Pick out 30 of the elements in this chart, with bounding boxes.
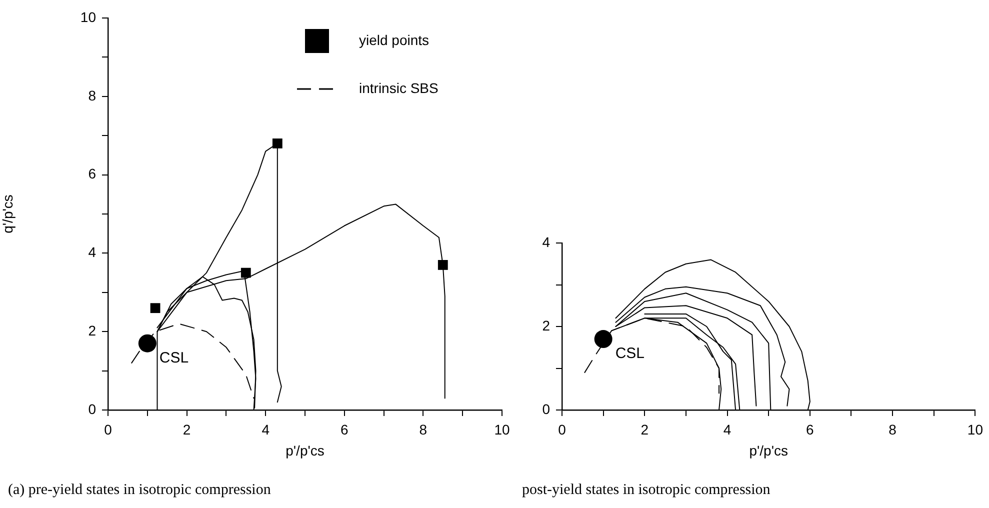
y-tick-label: 4 [542, 234, 550, 250]
x-tick-label: 6 [340, 421, 348, 438]
y-tick-label: 0 [542, 400, 550, 417]
x-tick-label: 2 [640, 421, 649, 438]
y-tick-label: 0 [88, 400, 96, 417]
text: (a) pre-yield states in isotropic compression [8, 482, 271, 499]
annotation: CSL [159, 350, 189, 366]
x-tick-label: 0 [104, 421, 112, 438]
x-axis-title: p'/p'cs [749, 442, 788, 458]
x-tick-label: 6 [806, 421, 814, 438]
x-tick-label: 2 [182, 421, 191, 438]
legend-label: yield points [359, 32, 430, 48]
y-axis-title: q'/p'cs [0, 194, 16, 234]
y-tick-label: 4 [88, 244, 96, 260]
annotation: CSL [615, 345, 645, 362]
y-tick-label: 2 [88, 322, 96, 338]
x-tick-label: 0 [558, 421, 566, 438]
legend-label: intrinsic SBS [359, 80, 438, 96]
text: post-yield states in isotropic compression [522, 482, 770, 499]
y-tick-label: 8 [88, 87, 96, 104]
x-tick-label: 4 [723, 421, 732, 438]
x-tick-label: 4 [262, 421, 270, 438]
x-axis-title: p'/p'cs [286, 442, 324, 458]
x-tick-label: 8 [888, 421, 897, 438]
y-tick-label: 10 [80, 8, 96, 25]
y-tick-label: 6 [88, 166, 96, 182]
x-tick-label: 10 [967, 421, 984, 438]
y-tick-label: 2 [542, 317, 550, 334]
x-tick-label: 10 [494, 421, 510, 438]
x-tick-label: 8 [419, 421, 428, 438]
